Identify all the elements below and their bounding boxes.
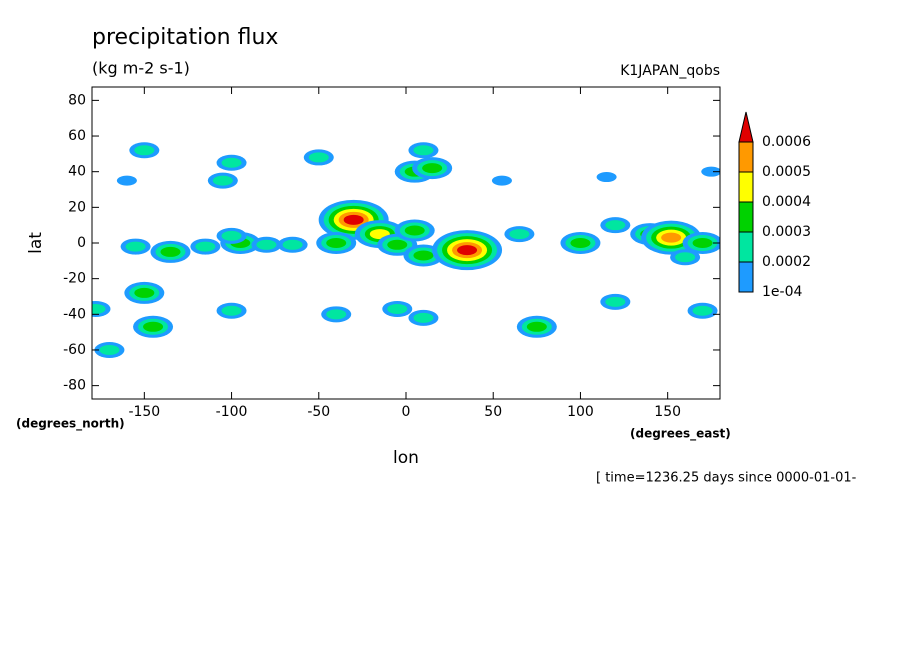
contour-blob [387, 303, 408, 314]
contour-blob [92, 303, 106, 314]
contour-blob [596, 172, 617, 183]
contour-blob [692, 238, 713, 248]
contour-blob [404, 225, 425, 236]
colorbar-box [738, 201, 754, 233]
contour-blob [457, 245, 478, 256]
contour-blob [526, 321, 547, 332]
contour-blob [143, 321, 164, 332]
y-tick-label: -40 [63, 306, 86, 322]
chart-subtitle: (kg m-2 s-1) [92, 59, 190, 78]
x-tick-label: 150 [654, 404, 681, 420]
contour-blob [343, 214, 364, 225]
contour-blob [134, 287, 155, 298]
y-tick-label: -20 [63, 271, 86, 287]
x-units: (degrees_east) [630, 427, 731, 442]
contour-blob [282, 239, 303, 250]
x-tick-label: -50 [307, 404, 330, 420]
y-tick-label: -80 [63, 378, 86, 394]
contour-blob [413, 145, 434, 156]
contour-blob [308, 152, 329, 163]
contour-blob [675, 252, 696, 263]
x-tick-label: -100 [216, 404, 248, 420]
y-tick-label: 80 [68, 92, 86, 108]
contour-blob [605, 220, 626, 231]
x-tick-label: 0 [402, 404, 411, 420]
contour-blob [212, 175, 233, 186]
y-tick-label: 40 [68, 164, 86, 180]
contour-blob [195, 241, 216, 252]
contour-blob [221, 157, 242, 168]
colorbar-box [738, 171, 754, 203]
colorbar-label: 0.0005 [762, 164, 811, 180]
contour-blob [661, 232, 682, 243]
x-axis-label: lon [393, 448, 419, 468]
contour-blob [605, 296, 626, 307]
contour-blob [413, 312, 434, 323]
contour-blob [413, 250, 434, 261]
contour-blob [326, 238, 347, 248]
colorbar-label: 0.0002 [762, 254, 811, 270]
contour-blob [387, 239, 408, 250]
y-tick-label: 60 [68, 128, 86, 144]
contour-blob [256, 239, 277, 250]
colorbar-box [738, 141, 754, 173]
contour-blob [326, 309, 347, 320]
contour-blob [99, 344, 120, 355]
y-units: (degrees_north) [16, 417, 125, 432]
colorbar-box [738, 261, 754, 293]
y-tick-label: 0 [77, 235, 86, 251]
time-footer: [ time=1236.25 days since 0000-01-01- [596, 471, 857, 486]
contour-blob [116, 175, 137, 186]
colorbar-label: 1e-04 [762, 284, 802, 300]
contour-blob [221, 305, 242, 316]
colorbar-box [738, 231, 754, 263]
y-tick-label: -60 [63, 342, 86, 358]
contour-blob [160, 246, 181, 257]
x-tick-label: 100 [567, 404, 594, 420]
contour-blob [422, 163, 443, 174]
contour-blob [134, 145, 155, 156]
colorbar-label: 0.0004 [762, 194, 811, 210]
colorbar-triangle [738, 111, 754, 143]
contour-blob [221, 230, 242, 241]
x-tick-label: 50 [484, 404, 502, 420]
chart-title: precipitation flux [92, 25, 278, 50]
contour-field [92, 142, 720, 358]
contour-blob [692, 305, 713, 316]
colorbar-label: 0.0006 [762, 134, 811, 150]
contour-blob [701, 166, 720, 177]
y-axis-label: lat [26, 232, 46, 254]
contour-blob [125, 241, 146, 252]
dataset-label: K1JAPAN_qobs [620, 63, 720, 79]
contour-blob [509, 229, 530, 240]
contour-blob [491, 175, 512, 186]
y-tick-label: 20 [68, 199, 86, 215]
contour-blob [570, 238, 591, 248]
x-tick-label: -150 [128, 404, 160, 420]
colorbar-label: 0.0003 [762, 224, 811, 240]
